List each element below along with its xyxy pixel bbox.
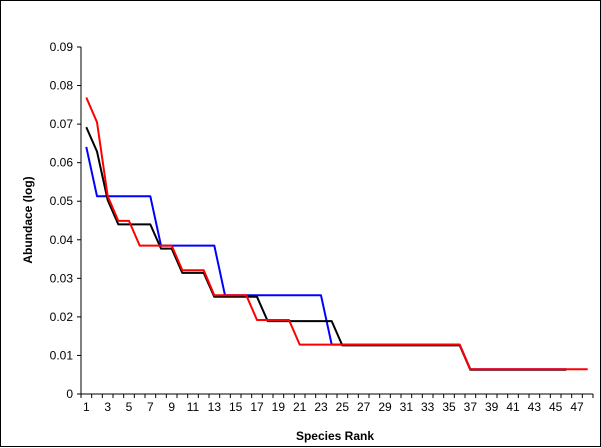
x-tick-label: 39: [485, 400, 499, 414]
x-tick-label: 47: [570, 400, 584, 414]
x-tick-label: 13: [208, 400, 222, 414]
series-line-1: [85, 146, 567, 371]
x-axis-ticks: 1 3 5 7 9 11 13 15 17 19 21 23 25 27 29 31 33 35 37 39 41 43 4…: [80, 394, 594, 414]
series-layer: [85, 97, 588, 371]
x-tick-label: 17: [250, 400, 264, 414]
x-tick-label: 27: [357, 400, 371, 414]
x-tick-label: 9: [168, 400, 175, 414]
y-axis-ticks: 0 0.01 0.02 0.03 0.04 0.05 0.06 0.07 0.08 0.09: [50, 40, 81, 401]
y-tick-label: 0.05: [50, 194, 74, 208]
y-tick-label: 0.07: [50, 117, 74, 131]
y-tick-label: 0: [66, 387, 73, 401]
x-tick-label: 45: [549, 400, 563, 414]
y-tick-label: 0.01: [50, 348, 74, 362]
x-tick-label: 33: [421, 400, 435, 414]
series-line-3: [85, 97, 588, 371]
x-tick-label: 5: [126, 400, 133, 414]
x-tick-label: 11: [187, 400, 200, 414]
y-tick-label: 0.02: [50, 310, 74, 324]
x-tick-label: 15: [229, 400, 243, 414]
x-tick-label: 21: [293, 400, 307, 414]
x-tick-label: 41: [506, 400, 520, 414]
x-tick-label: 1: [83, 400, 90, 414]
x-tick-label: 3: [104, 400, 111, 414]
x-tick-label: 35: [442, 400, 456, 414]
x-tick-label: 23: [314, 400, 328, 414]
y-tick-label: 0.06: [50, 156, 74, 170]
x-tick-label: 43: [528, 400, 542, 414]
x-tick-label: 7: [147, 400, 154, 414]
x-tick-label: 37: [464, 400, 478, 414]
y-tick-label: 0.08: [50, 79, 74, 93]
x-axis-title: Species Rank: [296, 429, 374, 443]
x-tick-label: 29: [378, 400, 392, 414]
y-tick-label: 0.03: [50, 271, 74, 285]
x-tick-label: 31: [400, 400, 414, 414]
x-tick-label: 25: [336, 400, 350, 414]
y-axis-title: Abundace (log): [21, 176, 35, 263]
series-line-2: [85, 126, 567, 371]
x-tick-label: 19: [272, 400, 286, 414]
y-tick-label: 0.04: [50, 233, 74, 247]
y-tick-label: 0.09: [50, 40, 74, 54]
